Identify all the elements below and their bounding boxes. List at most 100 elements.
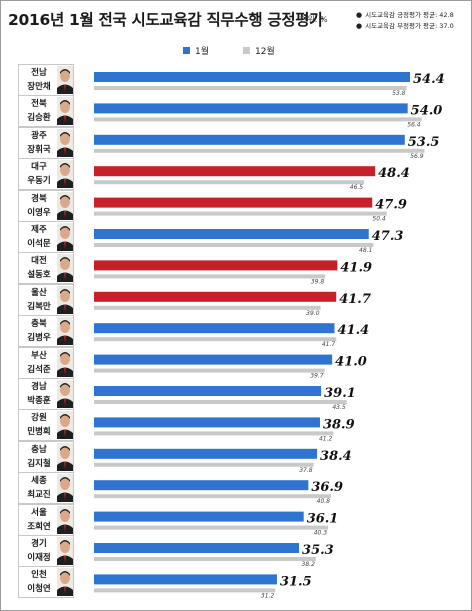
- bar-jan: [94, 229, 369, 239]
- portrait-icon: [57, 66, 73, 94]
- legend-jan: 1월: [183, 44, 209, 57]
- bar-dec: [94, 180, 365, 185]
- region-label: 부산: [31, 350, 47, 361]
- person-name-label: 이석문: [27, 239, 51, 249]
- region-label: 경기: [31, 539, 47, 549]
- bar-dec: [94, 86, 407, 90]
- bar-dec: [94, 274, 326, 279]
- portrait-icon: [57, 97, 73, 126]
- person-name-label: 장만채: [27, 82, 51, 92]
- person-name-label: 박종훈: [27, 396, 51, 406]
- value-label-jan: 41.0: [335, 355, 367, 370]
- portrait-icon: [57, 380, 73, 408]
- value-label-dec: 39.8: [311, 278, 325, 285]
- bar-jan: [94, 354, 333, 365]
- negative-average-text: 시도교육감 부정평가 평균: 37.0: [365, 22, 454, 30]
- bar-jan: [94, 197, 373, 208]
- bar-dec: [94, 400, 347, 404]
- region-label: 전북: [31, 99, 47, 110]
- category-label-cell: 경북 이영우: [18, 189, 74, 222]
- value-label-jan: 54.0: [411, 103, 443, 118]
- bar-dec: [94, 305, 321, 310]
- value-label-jan: 48.4: [378, 166, 410, 181]
- region-label: 경남: [31, 382, 47, 392]
- person-name-label: 김병우: [27, 333, 51, 344]
- bar-jan: [94, 386, 322, 396]
- value-label-dec: 48.1: [359, 247, 372, 254]
- region-label: 울산: [31, 287, 47, 298]
- portrait-icon: [57, 537, 73, 565]
- value-label-dec: 37.8: [299, 467, 313, 474]
- category-label: 경북 이영우: [23, 192, 55, 220]
- negative-average-note: ● 시도교육감 부정평가 평균: 37.0: [356, 20, 454, 30]
- person-name-label: 최교진: [27, 490, 51, 501]
- region-label: 충북: [31, 319, 47, 330]
- category-label: 대구 우동기: [23, 160, 55, 188]
- bar-dec: [94, 368, 325, 373]
- value-label-dec: 39.0: [306, 310, 320, 317]
- category-label: 대전 설동호: [23, 254, 55, 282]
- portrait-icon: [57, 505, 73, 534]
- region-label: 제주: [31, 225, 47, 235]
- category-label: 인천 이청연: [23, 568, 55, 596]
- value-label-dec: 41.2: [319, 435, 333, 442]
- category-label: 전북 김승환: [23, 97, 55, 125]
- unit-label: 단위: %: [300, 15, 328, 24]
- bullet-icon: ●: [356, 11, 363, 19]
- bar-dec: [94, 148, 425, 153]
- region-label: 서울: [31, 507, 47, 518]
- category-label: 부산 김석준: [23, 349, 55, 377]
- value-label-jan: 41.7: [339, 292, 371, 307]
- legend-label-dec: 12월: [255, 47, 275, 57]
- portrait-icon: [57, 160, 73, 189]
- bullet-icon: ●: [356, 22, 363, 30]
- portrait-icon: [57, 442, 73, 471]
- value-label-dec: 46.5: [350, 184, 364, 191]
- value-label-dec: 53.8: [392, 90, 406, 97]
- value-label-jan: 41.9: [340, 260, 372, 275]
- category-label: 광주 장휘국: [23, 129, 55, 157]
- value-label-jan: 41.4: [337, 323, 369, 338]
- portrait-icon: [57, 474, 73, 503]
- bar-dec: [94, 462, 314, 467]
- bar-jan: [94, 134, 405, 145]
- value-label-jan: 31.5: [280, 574, 312, 589]
- bar-jan: [94, 480, 309, 491]
- person-name-label: 김복만: [27, 301, 51, 312]
- region-label: 광주: [31, 130, 47, 141]
- category-label-cell: 충남 김지철: [18, 440, 74, 473]
- person-name-label: 조희연: [27, 521, 51, 532]
- bar-dec: [94, 243, 374, 247]
- bar-dec: [94, 494, 331, 499]
- person-name-label: 이재정: [27, 553, 51, 563]
- category-label-cell: 강원 민병희: [18, 409, 74, 442]
- portrait-icon: [57, 223, 73, 251]
- category-label-cell: 광주 장휘국: [18, 126, 74, 159]
- portrait-icon: [57, 348, 73, 377]
- value-label-jan: 36.1: [307, 512, 339, 527]
- category-label: 세종 최교진: [23, 474, 55, 502]
- region-label: 대전: [31, 256, 47, 267]
- value-label-jan: 47.3: [372, 229, 404, 244]
- legend-dec: 12월: [243, 44, 275, 57]
- value-label-dec: 38.2: [302, 561, 316, 568]
- region-label: 강원: [31, 413, 47, 424]
- portrait-icon: [57, 317, 73, 346]
- bar-jan: [94, 166, 376, 177]
- bar-jan: [94, 448, 318, 459]
- region-label: 전남: [31, 68, 47, 78]
- bar-dec: [94, 431, 334, 436]
- value-label-dec: 56.4: [407, 121, 421, 128]
- value-label-jan: 36.9: [311, 480, 343, 495]
- value-label-dec: 43.5: [332, 404, 346, 411]
- legend-label-jan: 1월: [195, 47, 210, 57]
- bar-dec: [94, 117, 422, 122]
- category-label-cell: 대전 설동호: [18, 252, 74, 285]
